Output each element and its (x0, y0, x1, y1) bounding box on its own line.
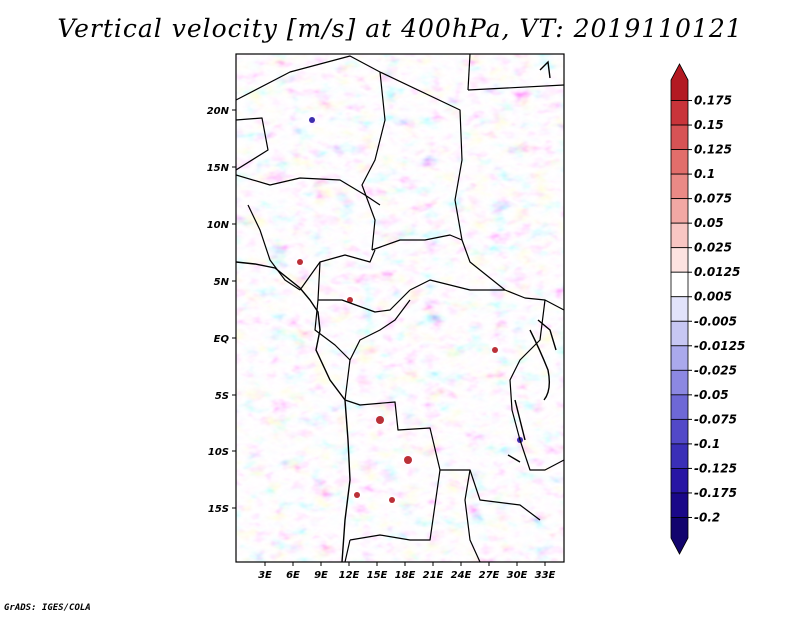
colorbar-swatch (670, 222, 689, 249)
colorbar-swatch (670, 100, 689, 126)
colorbar-label: 0.005 (694, 290, 732, 304)
colorbar-label: 0.025 (694, 241, 732, 255)
map-frame (235, 53, 565, 563)
colorbar-label: 0.125 (694, 143, 732, 157)
colorbar-swatch (670, 247, 689, 273)
longitude-axis: 3E 6E 9E 12E 15E 18E 21E 24E 27E 30E 33E (258, 562, 556, 581)
colorbar-label: -0.05 (694, 388, 729, 402)
colorbar-swatch (670, 124, 689, 150)
lon-label: 27E (479, 570, 500, 581)
vertical-velocity-field (236, 54, 564, 562)
colorbar-swatch (670, 443, 689, 469)
lon-label: 3E (258, 570, 272, 581)
map-title: Vertical velocity [m/s] at 400hPa, VT: 2… (57, 14, 743, 43)
lon-label: 6E (286, 570, 300, 581)
colorbar-label: 0.175 (694, 94, 732, 108)
colorbar-label: -0.005 (694, 314, 737, 328)
colorbar-label: -0.075 (694, 412, 737, 426)
colorbar-swatch (670, 468, 689, 494)
colorbar-label: -0.175 (694, 486, 737, 500)
colorbar-swatch (670, 296, 689, 322)
colorbar-label: -0.125 (694, 461, 737, 475)
lat-label: 20N (207, 106, 230, 117)
lon-label: 12E (339, 570, 360, 581)
colorbar-swatch (670, 517, 689, 555)
latitude-axis: 20N 15N 10N 5N EQ 5S 10S 15S (207, 106, 236, 515)
colorbar-swatch (670, 271, 689, 298)
lat-label: 10S (208, 447, 229, 458)
lon-label: 30E (507, 570, 528, 581)
lat-label: EQ (214, 334, 230, 345)
lat-label: 5N (214, 277, 230, 288)
colorbar-swatch (670, 369, 689, 396)
lat-label: 10N (207, 220, 230, 231)
colorbar-label: -0.025 (694, 363, 737, 377)
lon-label: 33E (535, 570, 556, 581)
lon-label: 21E (423, 570, 444, 581)
lon-label: 9E (314, 570, 328, 581)
colorbar-label: -0.1 (694, 437, 720, 451)
lon-label: 15E (367, 570, 388, 581)
colorbar-swatch (670, 173, 689, 200)
colorbar-swatch (670, 394, 689, 420)
colorbar-label: 0.0125 (694, 265, 740, 279)
colorbar-swatch (670, 198, 689, 224)
country-borders (236, 54, 564, 562)
lat-label: 15S (208, 504, 229, 515)
lat-label: 5S (215, 391, 229, 402)
colorbar-swatch (670, 320, 689, 347)
colorbar-swatch (670, 418, 689, 445)
coastlines-and-lakes (236, 60, 557, 562)
colorbar-label: -0.2 (694, 510, 720, 524)
colorbar-label: 0.1 (694, 167, 715, 181)
lat-label: 15N (207, 163, 230, 174)
colorbar-label: 0.15 (694, 118, 724, 132)
colorbar-label: -0.0125 (694, 339, 745, 353)
colorbar-swatch (670, 492, 689, 518)
colorbar-swatch (670, 63, 689, 101)
grads-credit: GrADS: IGES/COLA (4, 603, 91, 613)
lon-label: 18E (395, 570, 416, 581)
colorbar (670, 63, 689, 555)
colorbar-swatch (670, 345, 689, 371)
colorbar-label: 0.075 (694, 192, 732, 206)
lon-label: 24E (451, 570, 472, 581)
colorbar-labels: 0.175 0.15 0.125 0.1 0.075 0.05 0.025 0.0125 0.0… (688, 94, 745, 524)
colorbar-label: 0.05 (694, 216, 724, 230)
colorbar-swatch (670, 149, 689, 175)
